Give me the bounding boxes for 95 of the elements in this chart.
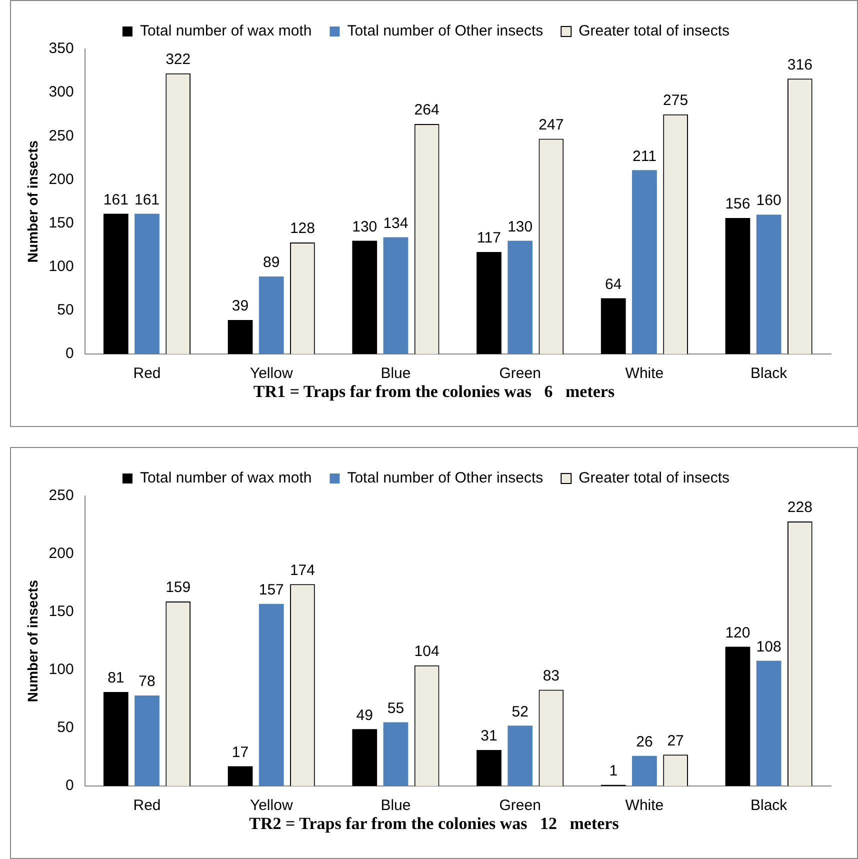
data-label: 17: [232, 744, 249, 761]
y-tick-label: 350: [48, 40, 74, 58]
x-tick-label: Black: [750, 797, 788, 814]
data-label: 174: [290, 562, 315, 579]
legend-label: Total number of wax moth: [140, 22, 312, 40]
data-label: 83: [542, 667, 560, 684]
x-tick-label: Red: [133, 797, 161, 814]
x-tick-label: Yellow: [250, 797, 293, 814]
y-tick-label: 250: [48, 127, 74, 144]
data-label: 264: [414, 102, 440, 119]
data-label: 247: [538, 116, 564, 134]
data-label: 1: [609, 762, 618, 780]
bar: [134, 214, 160, 354]
data-label: 27: [667, 732, 684, 750]
data-label: 120: [725, 624, 750, 642]
bar: [508, 726, 533, 786]
bar: [228, 320, 253, 354]
data-label: 78: [138, 673, 156, 690]
bar: [258, 276, 284, 354]
data-label: 134: [383, 214, 408, 232]
data-label: 316: [787, 56, 812, 74]
data-label: 64: [605, 276, 622, 293]
bar: [476, 252, 502, 354]
data-label: 130: [508, 218, 533, 236]
y-tick-label: 100: [48, 661, 74, 678]
data-label: 117: [477, 230, 501, 247]
legend-label: Greater total of insects: [578, 470, 730, 487]
data-label: 211: [632, 148, 656, 165]
data-label: 322: [166, 51, 191, 68]
data-label: 161: [134, 191, 160, 208]
bar: [476, 750, 502, 786]
bar: [134, 696, 160, 786]
y-tick-label: 0: [65, 345, 74, 362]
data-label: 159: [166, 579, 191, 596]
x-tick-label: Yellow: [250, 365, 293, 382]
legend-label: Total number of Other insects: [347, 22, 544, 40]
y-tick-label: 250: [48, 487, 74, 504]
data-label: 128: [290, 220, 315, 238]
text: TR1 = Traps far from the colonies was 6 meters: [252, 382, 616, 402]
y-tick-label: 0: [65, 777, 74, 794]
x-tick-label: Blue: [380, 797, 411, 814]
data-label: 161: [103, 191, 128, 208]
data-label: 26: [636, 733, 653, 750]
y-tick-label: 150: [48, 214, 74, 232]
y-tick-label: 150: [48, 603, 74, 620]
data-label: 52: [512, 703, 528, 720]
y-tick-label: 50: [57, 302, 74, 319]
data-label: 130: [352, 218, 378, 236]
bar: [352, 240, 378, 354]
data-label: 39: [232, 298, 249, 315]
y-tick-label: 100: [48, 258, 74, 275]
x-tick-label: White: [625, 365, 664, 382]
data-label: 156: [725, 196, 750, 213]
x-tick-label: White: [625, 797, 664, 814]
data-label: 89: [263, 254, 280, 272]
bar: [725, 646, 750, 786]
y-tick-label: 50: [57, 719, 74, 736]
x-tick-label: Blue: [380, 365, 411, 382]
y-axis-title: Number of insects: [24, 140, 40, 263]
x-tick-label: Red: [133, 365, 161, 382]
y-tick-label: 200: [48, 170, 74, 188]
legend-label: Total number of wax moth: [140, 470, 312, 487]
data-label: 81: [108, 670, 124, 687]
data-label: 160: [756, 192, 782, 210]
bar: [632, 170, 657, 354]
bar: [756, 214, 782, 354]
data-label: 104: [414, 643, 440, 660]
data-label: 108: [756, 638, 782, 656]
x-tick-label: Green: [499, 797, 541, 814]
bar: [600, 298, 626, 354]
data-label: 275: [663, 92, 688, 109]
bar: [508, 240, 533, 354]
bar: [725, 218, 750, 354]
bar: [756, 660, 782, 786]
data-label: 157: [258, 582, 284, 599]
y-axis-title: Number of insects: [24, 580, 40, 702]
bar: [103, 214, 128, 354]
bar: [228, 766, 253, 786]
bar: [103, 692, 128, 786]
data-label: 55: [387, 700, 404, 717]
x-tick-label: Green: [499, 365, 541, 382]
bar: [352, 729, 378, 786]
bar: [632, 756, 657, 786]
y-tick-label: 300: [48, 84, 74, 101]
data-label: 31: [480, 728, 498, 745]
legend-label: Total number of Other insects: [347, 470, 544, 487]
text: TR2 = Traps far from the colonies was 12 meters: [248, 814, 620, 834]
bar: [383, 722, 408, 786]
legend-label: Greater total of insects: [578, 22, 730, 40]
bar: [383, 237, 408, 354]
data-label: 49: [356, 706, 373, 724]
y-tick-label: 200: [48, 545, 74, 562]
data-label: 228: [787, 499, 812, 516]
bar: [258, 604, 284, 786]
x-tick-label: Black: [750, 365, 788, 382]
